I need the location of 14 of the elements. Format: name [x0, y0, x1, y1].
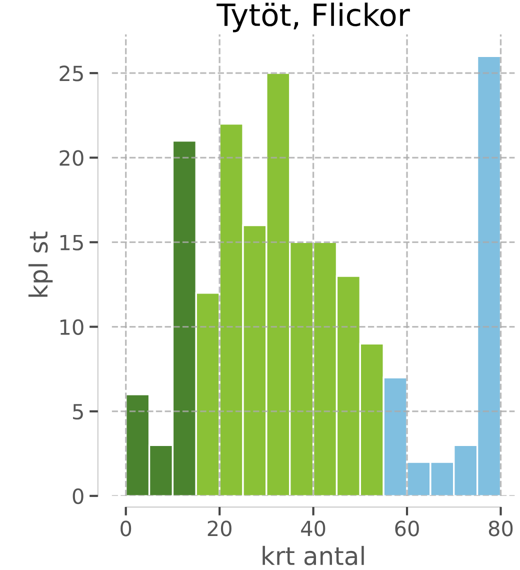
- y-tick-label: 25: [60, 66, 83, 82]
- y-tick-label: 0: [72, 488, 84, 504]
- x-axis-title: krt antal: [262, 546, 364, 566]
- y-tick-label: 10: [60, 319, 84, 335]
- x-tick-label: 60: [395, 520, 419, 536]
- x-tick-label: 40: [301, 520, 326, 536]
- y-tick-label: 20: [60, 150, 84, 166]
- x-tick-label: 20: [208, 520, 232, 536]
- chart-title: Tytöt, Flickor: [216, 2, 410, 32]
- x-tick-label: 0: [120, 520, 132, 536]
- y-axis-title: kpl st: [28, 232, 53, 297]
- y-tick-label: 15: [60, 234, 83, 250]
- x-tick-label: 80: [488, 520, 513, 536]
- y-tick-label: 5: [73, 404, 83, 420]
